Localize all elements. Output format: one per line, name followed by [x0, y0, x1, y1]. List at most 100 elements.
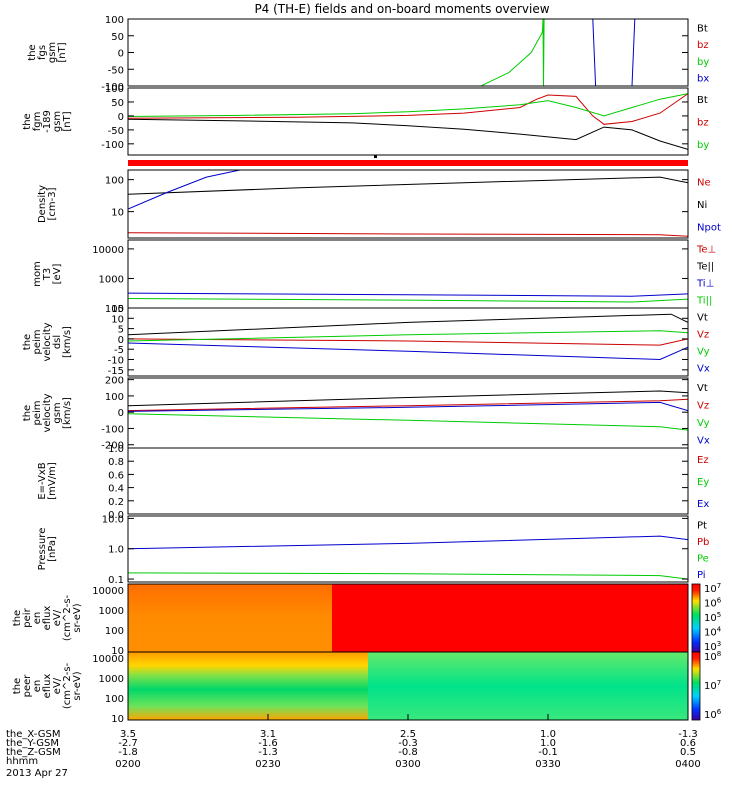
y-tick-label: 1.0	[108, 545, 124, 556]
y-tick-label: 1000	[99, 606, 124, 617]
y-tick-label: -50	[108, 126, 124, 137]
y-tick-label: 200	[105, 376, 124, 387]
x-row-label: hhmm	[6, 756, 38, 767]
x-tick-label: 0330	[535, 759, 560, 770]
panel-frame	[127, 307, 689, 377]
y-tick-label: 100	[105, 84, 124, 95]
electron-flux-late-region	[368, 652, 688, 720]
series-line-by	[480, 19, 545, 86]
panel-7: Ez Ey Ex 1.0 0.8 0.6 0.4 0.2 0.0 E=-VxB[mV/m]	[37, 444, 709, 521]
legend-entry: Pt	[697, 520, 707, 531]
panel-frame	[127, 239, 689, 309]
legend-entry: Npot	[697, 223, 721, 234]
legend-entry: Ey	[697, 477, 709, 488]
y-tick-label: 0	[118, 335, 124, 346]
x-ephemeris-value: -0.1	[538, 747, 558, 758]
status-strip	[128, 160, 688, 166]
y-tick-label: 100	[105, 694, 124, 705]
ion-flux-low-energy-region	[128, 584, 332, 652]
y-tick-label: 50	[111, 32, 124, 43]
colorbar-label: 107	[704, 679, 721, 692]
panel-8: Pt Pb Pe Pi 10.0 1.0 0.1 Pressure[nPa]	[37, 514, 709, 586]
x-tick-label: 0300	[395, 759, 420, 770]
y-axis-label: thefgsgsm[nT]	[27, 42, 68, 63]
y-tick-label: -100	[101, 82, 124, 93]
y-tick-label: 100	[105, 176, 124, 187]
status-strip-marker	[374, 155, 377, 158]
panel-6: Vt Vz Vy Vx 200 100 0 -100 -200 thepeimvelocitygs…	[22, 376, 710, 452]
x-row-label: the_X-GSM	[6, 729, 60, 740]
x-ephemeris-value: -1.8	[118, 747, 138, 758]
panel-frame	[127, 377, 689, 449]
legend-entry: Ni	[697, 200, 707, 211]
colorbar-label: 105	[704, 611, 721, 624]
panel-1: Bt bz by bx 100 50 0 -50 -100 thefgsgsm[nT]	[27, 15, 709, 93]
y-tick-label: 1000	[99, 674, 124, 685]
y-axis-label: thepeirenefluxeV/(cm^2-s-sr-eV)	[12, 594, 83, 641]
y-tick-label: 10	[111, 714, 124, 725]
y-tick-label: 10.0	[102, 514, 124, 525]
legend-entry: Pi	[697, 570, 706, 581]
colorbar-electron	[691, 651, 701, 721]
y-tick-label: 100	[105, 304, 124, 315]
y-tick-label: 0	[118, 49, 124, 60]
legend-entry: Ti||	[696, 296, 712, 307]
panel-frame	[127, 515, 689, 583]
y-tick-label: -50	[108, 65, 124, 76]
y-tick-label: 0	[118, 112, 124, 123]
y-tick-label: 100	[105, 626, 124, 637]
series-line-pi	[128, 535, 688, 550]
series-line-vz	[128, 398, 688, 412]
legend-entry: Pe	[697, 553, 709, 564]
legend-entry: Vy	[697, 347, 710, 358]
y-tick-label: 50	[111, 98, 124, 109]
y-tick-label: 0.8	[108, 457, 124, 468]
electron-flux-early-region	[128, 652, 368, 720]
colorbar-label: 103	[704, 640, 721, 653]
chart-title: P4 (TH-E) fields and on-board moments ov…	[254, 2, 549, 16]
x-ephemeris-value: 0.5	[680, 747, 696, 758]
y-tick-label: -100	[101, 425, 124, 436]
series-line-ti	[128, 292, 688, 297]
y-tick-label: 1000	[99, 274, 124, 285]
spectrogram-electron	[128, 652, 688, 720]
legend-entry: Bt	[697, 95, 708, 106]
x-tick-label: 0230	[255, 759, 280, 770]
x-ephemeris-value: 0.6	[680, 738, 696, 749]
y-tick-label: -5	[114, 345, 124, 356]
x-ephemeris-value: 1.0	[540, 729, 556, 740]
y-axis-label: Density[cm-3]	[37, 185, 58, 223]
legend-entry: by	[697, 57, 709, 68]
colorbar-label: 107	[704, 582, 721, 595]
x-ephemeris-value: -0.3	[398, 738, 418, 749]
y-tick-label: 0.0	[108, 510, 124, 521]
series-line-vy	[128, 413, 688, 431]
spectrogram-ion	[128, 584, 688, 652]
legend-entry: by	[697, 140, 709, 151]
y-tick-label: 10000	[92, 245, 124, 256]
series-line-bz	[128, 93, 688, 125]
x-ephemeris-value: 3.5	[120, 729, 136, 740]
legend-entry: Te⊥	[696, 245, 716, 256]
series-line-by	[128, 93, 688, 117]
colorbar-label: 106	[704, 597, 722, 610]
y-tick-label: 0.1	[108, 575, 124, 586]
y-tick-label: 10000	[92, 654, 124, 665]
x-ephemeris-value: -1.3	[678, 729, 698, 740]
x-ephemeris-value: 3.1	[260, 729, 276, 740]
y-axis-label: thepeimvelocitygsm[km/s]	[22, 393, 73, 432]
panel-frame	[127, 169, 689, 239]
series-line-ti	[128, 298, 688, 303]
series-line-ni	[128, 176, 688, 195]
legend-entry: Te||	[696, 262, 714, 273]
x-ephemeris-value: 1.0	[540, 738, 556, 749]
series-line-pe	[128, 572, 688, 580]
panel-frame	[127, 447, 689, 515]
y-tick-label: 5	[118, 325, 124, 336]
legend-entry: Ti⊥	[696, 279, 714, 290]
legend-entry: Vz	[697, 400, 709, 411]
colorbar-ion	[691, 583, 701, 653]
panel-frame	[127, 18, 689, 87]
panel-4: Te⊥ Te|| Ti⊥ Ti|| 10000 1000 100 momT3[eV]	[32, 245, 716, 316]
